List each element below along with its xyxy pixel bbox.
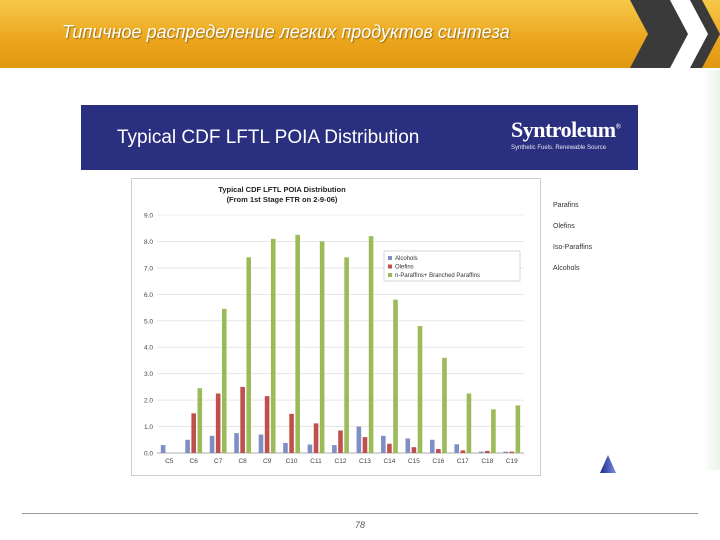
x-tick-label: C5: [165, 458, 174, 465]
bar-olefins-c16: [436, 449, 441, 453]
x-tick-label: C14: [383, 458, 395, 465]
x-tick-label: C9: [263, 458, 272, 465]
bar-olefins-c12: [338, 430, 343, 453]
bar-olefins-c18: [485, 450, 490, 453]
forward-arrows-icon: [630, 0, 720, 68]
title-banner: Типичное распределение легких продуктов …: [0, 0, 720, 68]
bar-n-c10: [295, 234, 300, 453]
bar-olefins-c7: [215, 393, 221, 453]
bar-alcohols-c17: [454, 444, 460, 453]
bar-olefins-c11: [313, 423, 319, 453]
page-number: 78: [354, 520, 365, 530]
legend-box: [383, 250, 521, 282]
bar-olefins-c14: [387, 443, 392, 453]
bar-alcohols-c13: [356, 426, 362, 453]
y-tick-label: 3.0: [144, 371, 153, 378]
syntroleum-logo: Syntroleum® Synthetic Fuels. Renewable S…: [511, 117, 621, 151]
bar-alcohols-c12: [332, 445, 337, 453]
x-tick-label: C16: [432, 458, 444, 465]
bar-olefins-c19: [509, 451, 515, 453]
logo-text: Syntroleum: [511, 117, 616, 142]
slide-title: Typical CDF LFTL POIA Distribution: [117, 127, 420, 148]
bar-alcohols-c16: [429, 439, 435, 453]
x-tick-label: C13: [359, 458, 371, 465]
legend-swatch: [388, 264, 392, 269]
bar-olefins-c17: [460, 450, 466, 453]
chart-subtitle: (From 1st Stage FTR on 2-9-06): [227, 195, 338, 204]
side-legend-paraffins: Parafins: [553, 202, 579, 209]
x-tick-label: C11: [310, 458, 322, 465]
y-tick-label: 2.0: [144, 398, 153, 405]
y-tick-label: 9.0: [144, 213, 153, 220]
bar-n-c11: [319, 241, 325, 453]
bar-alcohols-c14: [381, 435, 386, 453]
bar-alcohols-c10: [283, 442, 288, 453]
bar-olefins-c13: [362, 437, 368, 453]
bar-alcohols-c6: [185, 439, 190, 453]
y-tick-label: 5.0: [144, 318, 153, 325]
y-tick-label: 4.0: [144, 345, 153, 352]
side-legend-iso-paraffins: Iso-Paraffins: [553, 244, 593, 251]
side-decoration: [703, 70, 720, 470]
bar-olefins-c10: [289, 413, 294, 453]
side-legend-alcohols: Alcohols: [553, 265, 580, 272]
bar-n-c14: [393, 299, 398, 453]
bar-alcohols-c15: [405, 438, 411, 453]
legend-label: Alcohols: [395, 256, 418, 262]
bar-n-c17: [466, 393, 472, 453]
bar-n-c19: [515, 405, 521, 453]
bar-n-c13: [368, 236, 374, 453]
x-tick-label: C17: [457, 458, 469, 465]
bar-n-c12: [344, 257, 349, 453]
bar-n-c16: [442, 357, 447, 453]
logo-tagline: Synthetic Fuels. Renewable Source: [511, 145, 607, 151]
side-legend: Parafins Olefins Iso-Paraffins Alcohols: [553, 202, 592, 286]
x-tick-label: C6: [190, 458, 199, 465]
page-title: Типичное распределение легких продуктов …: [62, 22, 510, 42]
x-tick-label: C18: [481, 458, 493, 465]
bar-alcohols-c19: [503, 451, 508, 453]
legend-label: Olefins: [395, 265, 414, 271]
bar-n-c18: [491, 409, 496, 453]
x-tick-label: C7: [214, 458, 223, 465]
x-tick-label: C19: [506, 458, 518, 465]
chart-title: Typical CDF LFTL POIA Distribution: [218, 185, 346, 194]
bar-n-c9: [270, 238, 276, 453]
bar-alcohols-c8: [234, 433, 239, 453]
chart-frame: Typical CDF LFTL POIA Distribution (From…: [131, 178, 541, 476]
x-tick-label: C10: [286, 458, 298, 465]
x-tick-label: C12: [335, 458, 347, 465]
bar-n-c7: [221, 308, 227, 453]
side-legend-olefins: Olefins: [553, 223, 575, 230]
embedded-slide: Typical CDF LFTL POIA Distribution Syntr…: [81, 105, 638, 476]
bar-alcohols-c11: [307, 444, 313, 453]
footer-divider: [22, 513, 698, 514]
triangle-icon: [600, 455, 616, 473]
bar-alcohols-c18: [478, 451, 484, 453]
logo-mark: ®: [615, 122, 621, 131]
bar-olefins-c8: [240, 386, 245, 453]
y-tick-label: 0.0: [144, 451, 153, 458]
bar-olefins-c6: [191, 413, 196, 453]
legend-swatch: [388, 273, 392, 277]
bar-alcohols-c5: [160, 445, 166, 453]
y-tick-label: 6.0: [144, 292, 153, 299]
legend-label: n-Paraffins+ Branched Paraffins: [395, 273, 480, 279]
slide-header: Typical CDF LFTL POIA Distribution Syntr…: [81, 105, 638, 170]
x-tick-label: C8: [238, 458, 247, 465]
legend-swatch: [388, 256, 392, 260]
bar-alcohols-c7: [209, 435, 215, 453]
bar-n-c6: [197, 388, 203, 453]
x-tick-label: C15: [408, 458, 420, 465]
y-tick-label: 8.0: [144, 239, 153, 246]
bar-chart: Typical CDF LFTL POIA Distribution (From…: [144, 185, 524, 465]
y-tick-label: 1.0: [144, 424, 153, 431]
y-tick-label: 7.0: [144, 265, 153, 272]
bar-n-c15: [417, 326, 423, 453]
bar-n-c8: [246, 257, 252, 453]
bar-olefins-c15: [411, 447, 417, 453]
bar-alcohols-c9: [258, 434, 264, 453]
bar-olefins-c9: [264, 396, 270, 453]
